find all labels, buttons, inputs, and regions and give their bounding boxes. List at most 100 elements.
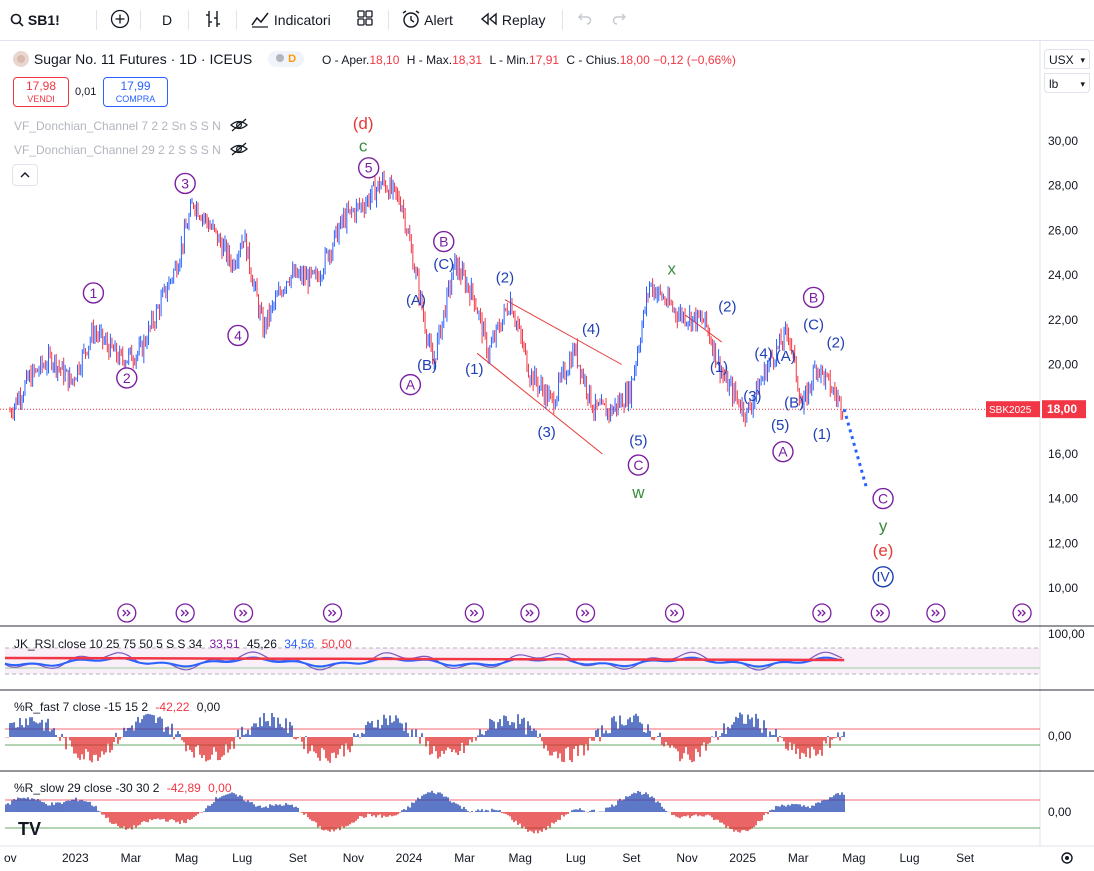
sell-button[interactable]: 17,98 VENDI [13, 77, 69, 107]
indicator-2-name: VF_Donchian_Channel 29 2 2 S S S N [14, 143, 221, 157]
wave-label: (d) [353, 114, 374, 133]
rsi-legend[interactable]: JK_RSI close 10 25 75 50 5 S S 34 33,51 … [14, 637, 352, 651]
interval-button[interactable]: D [162, 12, 173, 28]
wave-label-circle [872, 487, 894, 510]
wave-label: C [633, 457, 643, 473]
event-marker-arrow [469, 609, 475, 617]
divider [140, 10, 141, 30]
event-marker-icon[interactable] [464, 603, 484, 623]
wave-label-circle [627, 454, 650, 476]
wave-label: (A) [776, 348, 796, 365]
unit-value: lb [1049, 77, 1059, 91]
event-marker-arrow [821, 609, 826, 617]
r-slow-value: -42,89 [166, 781, 201, 795]
eye-off-icon[interactable] [230, 118, 249, 132]
wave-label: (B) [417, 357, 437, 374]
event-marker-arrow [529, 609, 534, 617]
indicator-1-label[interactable]: VF_Donchian_Channel 7 2 2 Sn S S N [14, 118, 249, 133]
event-marker-icon[interactable] [812, 603, 832, 623]
event-marker-icon[interactable] [322, 603, 343, 623]
currency-select[interactable]: USX ▾ [1044, 49, 1090, 69]
compare-add-button[interactable] [110, 9, 130, 31]
event-marker-arrow [126, 609, 131, 617]
eye-off-icon[interactable] [230, 142, 249, 156]
wave-label: (3) [537, 424, 555, 441]
forecast-path[interactable] [842, 408, 868, 488]
collapse-legend-button[interactable] [12, 164, 38, 186]
low-label: L - Min. [489, 53, 530, 67]
wave-label: A [778, 444, 788, 460]
trendline[interactable] [476, 352, 603, 455]
indicator-panes: TV [4, 647, 1040, 839]
indicator-2-label[interactable]: VF_Donchian_Channel 29 2 2 S S S N [14, 142, 249, 157]
event-marker-icon[interactable] [1012, 603, 1032, 623]
rsi-value-3: 34,56 [284, 637, 315, 651]
r-fast-label: %R_fast 7 close -15 15 2 [14, 700, 149, 714]
sell-price: 17,98 [25, 79, 57, 93]
event-marker-icon[interactable] [926, 603, 946, 623]
chart-type-button[interactable] [204, 9, 222, 31]
high-value: 18,31 [452, 53, 483, 67]
trendline[interactable] [504, 299, 622, 365]
time-tick-label: Mag [509, 851, 532, 865]
r-fast-zero: 0,00 [196, 700, 221, 714]
time-tick-label: Lug [232, 851, 252, 865]
time-tick-label: 2025 [729, 851, 756, 865]
chart-canvas[interactable]: 1 2 3 4 5 c (d) B A (A) (B) (C) (1) (2) (3) (4) (5) Cw x (2… [0, 40, 1094, 871]
event-marker-arrow [239, 609, 244, 617]
event-marker-arrow [931, 609, 936, 617]
market-status-badge[interactable]: D [268, 51, 305, 67]
alert-button[interactable]: Alert [401, 9, 453, 31]
event-marker-icon[interactable] [870, 603, 890, 623]
indicators-label: Indicatori [273, 12, 331, 28]
indicators-button[interactable]: Indicatori [250, 9, 331, 31]
settings-gear-icon[interactable] [1061, 852, 1073, 864]
event-markers[interactable] [117, 603, 1032, 623]
wave-label-circle [174, 172, 196, 195]
event-marker-icon[interactable] [117, 603, 137, 623]
open-label: O - Aper. [322, 53, 370, 67]
alert-label: Alert [424, 12, 453, 28]
replay-button[interactable]: Replay [480, 9, 545, 31]
time-axis: ov 2023 Mar Mag Lug Set Nov 2024 Mar Mag Lug Set Nov… [4, 851, 1073, 865]
wave-label-circle [116, 367, 138, 389]
symbol-search-button[interactable]: SB1! [10, 9, 60, 31]
event-marker-arrow [184, 609, 190, 617]
r-slow-legend[interactable]: %R_slow 29 close -30 30 2 -42,89 0,00 [14, 781, 232, 795]
event-marker-icon[interactable] [175, 603, 195, 623]
price-series [9, 170, 868, 488]
plus-circle-icon [110, 9, 130, 29]
event-marker-arrow [1017, 609, 1023, 617]
templates-button[interactable] [356, 9, 374, 31]
wave-label: (1) [710, 359, 728, 376]
replay-label: Replay [501, 12, 546, 28]
time-tick-label: Nov [676, 851, 697, 865]
event-marker-arrow [1021, 609, 1027, 617]
wave-label: (4) [582, 321, 600, 338]
buy-button[interactable]: 17,99 COMPRA [103, 77, 168, 107]
bars-icon [206, 11, 220, 27]
low-value: 17,91 [529, 53, 560, 67]
undo-button[interactable] [576, 9, 592, 31]
wave-label: 4 [234, 327, 242, 343]
r-fast-legend[interactable]: %R_fast 7 close -15 15 2 -42,22 0,00 [14, 700, 220, 714]
time-tick-label: 2023 [62, 851, 89, 865]
time-tick-label: ov [4, 851, 17, 865]
redo-button[interactable] [612, 9, 628, 31]
event-marker-arrow [332, 609, 337, 617]
price-tick-label: 30,00 [1048, 134, 1078, 148]
unit-select[interactable]: lb ▾ [1044, 73, 1090, 93]
last-price-tag [1042, 400, 1086, 419]
price-tick-label: 10,00 [1048, 581, 1078, 595]
event-marker-icon[interactable] [520, 603, 540, 623]
search-icon [10, 13, 24, 27]
wave-label: (5) [629, 433, 647, 450]
undo-icon [578, 13, 592, 25]
event-marker-icon[interactable] [233, 603, 254, 623]
spread-value: 0,01 [75, 86, 97, 98]
time-tick-label: Mar [788, 851, 809, 865]
r-slow-zero: 0,00 [208, 781, 232, 795]
wave-label: (4) [754, 346, 772, 363]
event-marker-icon[interactable] [575, 603, 596, 623]
event-marker-icon[interactable] [664, 603, 685, 623]
